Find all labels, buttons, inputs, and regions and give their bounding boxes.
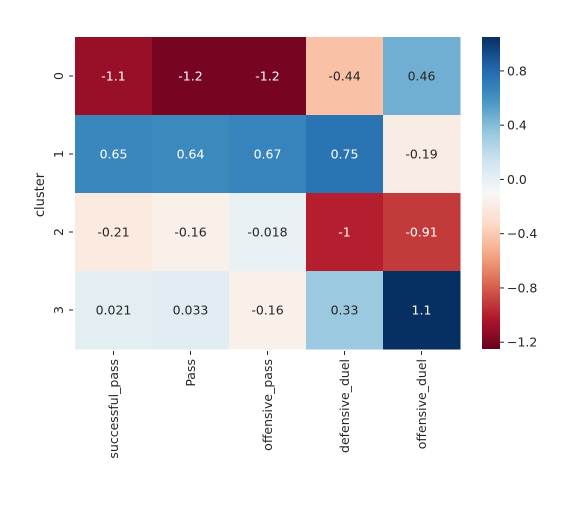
- x-tick-label: successful_pass: [106, 359, 121, 459]
- heatmap-cell: [306, 271, 384, 350]
- heatmap-cell: [152, 115, 230, 194]
- cell-annotation: 1.1: [412, 303, 432, 318]
- cell-annotation: 0.46: [408, 69, 436, 84]
- heatmap-cell: [383, 37, 461, 116]
- x-tick-label: offensive_pass: [260, 359, 275, 451]
- cell-annotation: 0.033: [173, 303, 209, 318]
- heatmap-cell: [229, 193, 307, 272]
- heatmap-cell: [383, 115, 461, 194]
- cell-annotation: 0.65: [100, 147, 128, 162]
- heatmap-cell: [75, 271, 153, 350]
- heatmap-cell: [75, 193, 153, 272]
- cell-annotation: -0.018: [247, 225, 287, 240]
- heatmap-cell: [306, 115, 384, 194]
- cell-annotation: 0.67: [254, 147, 282, 162]
- cell-annotation: -1.2: [178, 69, 202, 84]
- cell-annotation: -0.16: [174, 225, 206, 240]
- heatmap-cell: [229, 37, 307, 116]
- cell-annotation: -0.21: [97, 225, 129, 240]
- y-tick-label: 3: [51, 306, 66, 314]
- y-tick-label: 2: [51, 228, 66, 236]
- heatmap-cell: [306, 37, 384, 116]
- y-tick-label: 0: [51, 72, 66, 80]
- cell-annotation: 0.75: [331, 147, 359, 162]
- cell-annotation: 0.64: [177, 147, 205, 162]
- cell-annotation: -0.16: [251, 303, 283, 318]
- colorbar-tick-label: −0.8: [507, 280, 537, 295]
- heatmap-cell: [383, 271, 461, 350]
- heatmap-cell: [152, 37, 230, 116]
- colorbar-tick-label: −1.2: [507, 335, 537, 350]
- colorbar-ticks: 0.8 0.4 0.0 −0.4 −0.8 −1.2: [500, 63, 537, 350]
- heatmap-cell: [75, 37, 153, 116]
- cell-annotation: -0.44: [328, 69, 360, 84]
- colorbar-tick-label: 0.8: [507, 63, 527, 78]
- cell-annotation: 0.021: [96, 303, 132, 318]
- cell-annotation: -1.2: [255, 69, 279, 84]
- cell-annotation: -0.91: [405, 225, 437, 240]
- heatmap-cell: [229, 115, 307, 194]
- cell-annotation: -1: [338, 225, 350, 240]
- cell-annotation: -1.1: [101, 69, 125, 84]
- x-tick-label: offensive_duel: [414, 359, 429, 449]
- cell-annotations: -1.1 -1.2 -1.2 -0.44 0.46 0.65 0.64 0.67 0.75 -0.…: [96, 69, 438, 318]
- x-axis-ticks: successful_pass Pass offensive_pass defensi…: [106, 351, 429, 459]
- heatmap-cell: [152, 193, 230, 272]
- y-axis-label: cluster: [33, 172, 48, 217]
- heatmap-cell: [229, 271, 307, 350]
- colorbar-tick-label: −0.4: [507, 226, 537, 241]
- colorbar: [482, 37, 500, 349]
- cell-annotation: -0.19: [405, 147, 437, 162]
- heatmap-cell: [383, 193, 461, 272]
- heatmap-cell: [152, 271, 230, 350]
- x-tick-label: defensive_duel: [337, 359, 352, 453]
- x-tick-label: Pass: [183, 359, 198, 387]
- heatmap-cells: [75, 37, 461, 350]
- y-axis-ticks: 0 1 2 3: [51, 72, 73, 314]
- heatmap-cell: [306, 193, 384, 272]
- colorbar-tick-label: 0.4: [507, 118, 527, 133]
- heatmap-cell: [75, 115, 153, 194]
- colorbar-tick-label: 0.0: [507, 172, 527, 187]
- cell-annotation: 0.33: [331, 303, 359, 318]
- y-tick-label: 1: [51, 150, 66, 158]
